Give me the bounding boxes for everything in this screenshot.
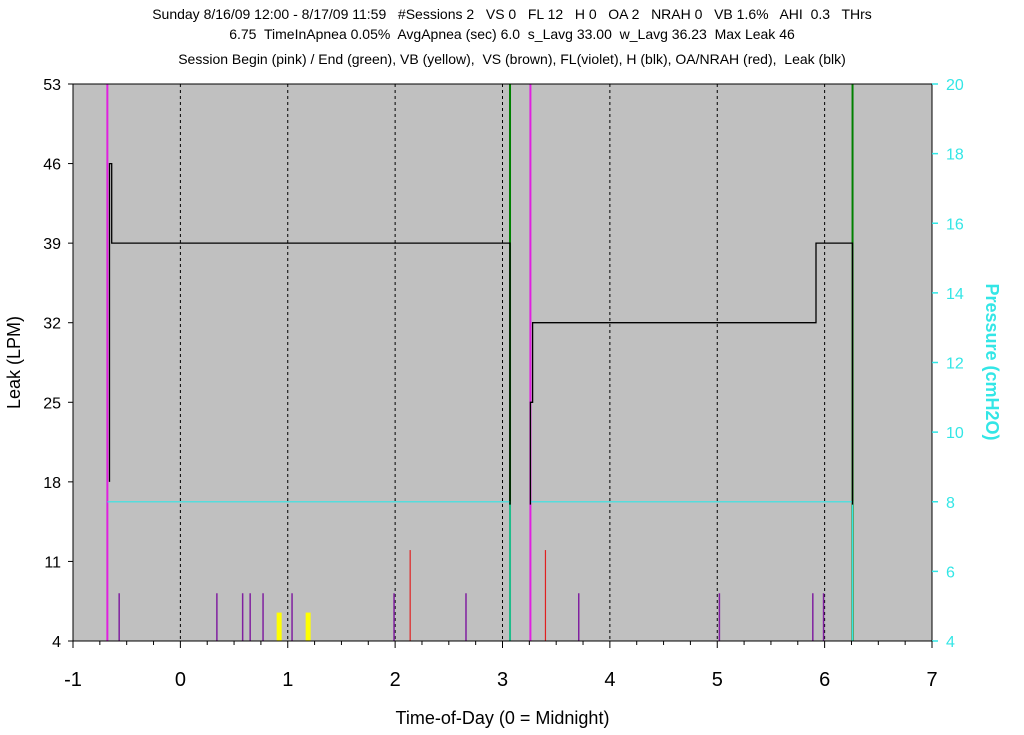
x-tick-label: 5 xyxy=(712,669,723,691)
x-tick-label: 3 xyxy=(497,669,508,691)
y-tick-label: 53 xyxy=(43,77,61,94)
x-tick-label: 6 xyxy=(819,669,830,691)
y-right-tick-label: 10 xyxy=(946,425,964,442)
leak-line xyxy=(108,162,511,505)
chart-legend-line: Session Begin (pink) / End (green), VB (… xyxy=(178,51,846,67)
vb-event-bar xyxy=(276,612,282,641)
y-right-tick-label: 6 xyxy=(946,564,955,581)
y-tick-label: 25 xyxy=(43,395,61,412)
y-axis-label: Leak (LPM) xyxy=(4,316,24,409)
y-right-axis-label: Pressure (cmH2O) xyxy=(982,283,1002,440)
leak-line xyxy=(529,242,854,505)
x-tick-label: 7 xyxy=(926,669,937,691)
chart-title-line-1: Sunday 8/16/09 12:00 - 8/17/09 11:59 #Se… xyxy=(152,6,872,22)
y-tick-label: 18 xyxy=(43,475,61,492)
x-tick-label: -1 xyxy=(64,669,82,691)
x-tick-label: 4 xyxy=(604,669,615,691)
y-right-tick-label: 18 xyxy=(946,147,964,164)
x-tick-label: 2 xyxy=(390,669,401,691)
y-right-tick-label: 14 xyxy=(946,286,964,303)
y-right-tick-label: 8 xyxy=(946,495,955,512)
x-axis-label: Time-of-Day (0 = Midnight) xyxy=(396,708,610,728)
y-tick-label: 4 xyxy=(52,634,61,651)
y-tick-label: 39 xyxy=(43,236,61,253)
y-tick-label: 11 xyxy=(44,554,61,571)
y-right-tick-label: 4 xyxy=(946,634,955,651)
vb-event-bar xyxy=(305,612,311,641)
y-right-tick-label: 20 xyxy=(946,77,964,94)
y-tick-label: 32 xyxy=(43,316,61,333)
y-right-tick-label: 16 xyxy=(946,216,964,233)
y-right-tick-label: 12 xyxy=(946,356,964,373)
chart-title-line-2: 6.75 TimeInApnea 0.05% AvgApnea (sec) 6.… xyxy=(229,26,795,42)
x-tick-label: 1 xyxy=(282,669,293,691)
x-tick-label: 0 xyxy=(175,669,186,691)
y-tick-label: 46 xyxy=(43,157,61,174)
